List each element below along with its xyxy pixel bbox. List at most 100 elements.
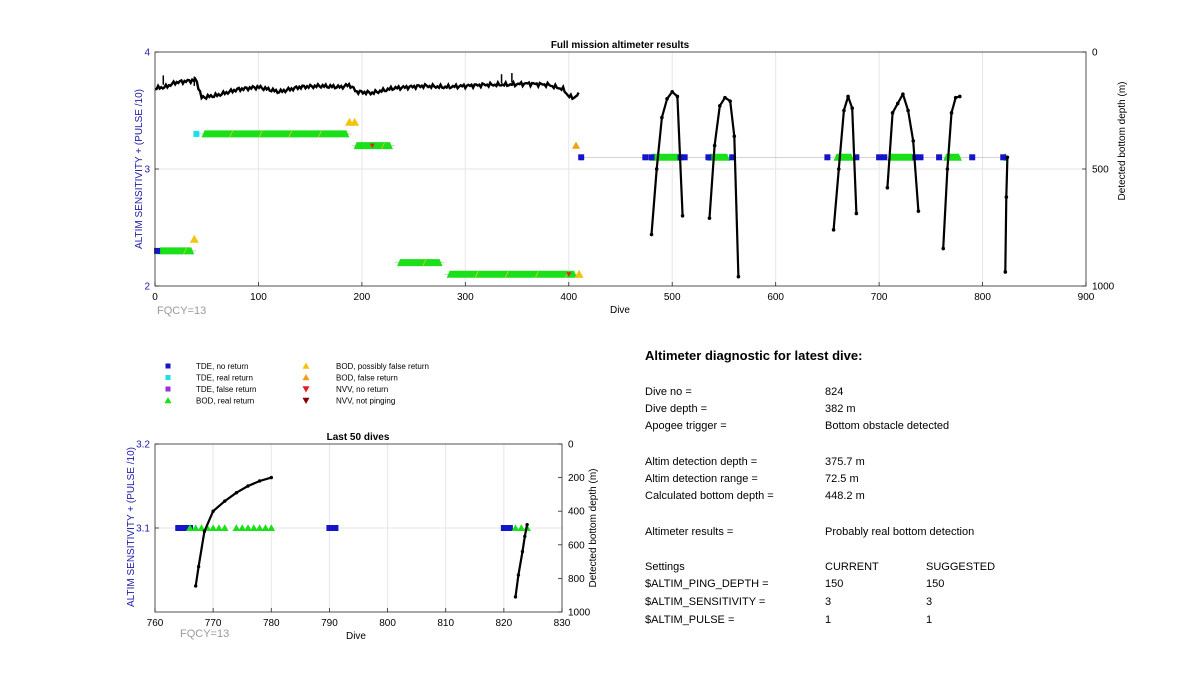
tde-no-return-marker xyxy=(729,154,736,161)
bottom-y-tick-label: 3.1 xyxy=(136,524,150,535)
bottom-x-tick-label: 770 xyxy=(205,618,222,629)
bottom-depth-point xyxy=(211,509,215,513)
legend-marker-square xyxy=(165,375,171,380)
legend-marker-triangle-up xyxy=(302,362,310,369)
bottom-depth-arc xyxy=(832,95,858,230)
bod-real-return-span xyxy=(201,130,350,138)
legend-label: TDE, real return xyxy=(196,374,253,383)
dive-depth-label: Dive depth = xyxy=(645,403,707,415)
bottom-depth-point xyxy=(516,573,521,577)
bottom-x-tick-label: 760 xyxy=(147,618,164,629)
bottom-depth-point xyxy=(680,214,685,218)
bottom-depth-point xyxy=(723,95,727,100)
altim-detection-range-value: 72.5 m xyxy=(825,473,859,485)
bottom-depth-point xyxy=(895,101,900,106)
altim-detection-range-label: Altim detection range = xyxy=(645,473,758,485)
bottom-y2-tick-label: 200 xyxy=(568,473,585,484)
bottom-depth-point xyxy=(846,94,850,99)
legend-item: BOD, possibly false return xyxy=(302,362,429,371)
top-y-tick-label: 4 xyxy=(144,48,150,59)
legend-item: NVV, not pinging xyxy=(302,397,395,406)
bottom-x-tick-label: 810 xyxy=(437,618,454,629)
bottom-depth-point xyxy=(836,167,841,171)
tde-real-return-marker xyxy=(193,130,200,137)
tde-no-return-marker xyxy=(1000,154,1007,161)
bottom-ticks: 760 770 780 790 800 810 820 830 3.1 3.2 0 200 400 600… xyxy=(136,440,591,630)
dive-no-label: Dive no = xyxy=(645,386,692,398)
legend-label: BOD, false return xyxy=(336,374,398,383)
top-y-axis-label: ALTIM SENSITIVITY + (PULSE /10) xyxy=(134,89,145,249)
bottom-depth-point xyxy=(525,522,529,527)
bod-real-return-marker xyxy=(267,524,276,532)
top-ticks: 0 100 200 300 400 500 600 700 800 900 2 3 4 0 500 1000 xyxy=(144,48,1114,304)
top-y-tick-label: 3 xyxy=(144,165,150,176)
bottom-depth-point xyxy=(728,99,732,103)
altimeter-results-label: Altimeter results = xyxy=(645,526,733,538)
tde-no-return-marker xyxy=(705,154,712,161)
bottom-depth-point xyxy=(660,115,664,120)
tde-no-return-marker xyxy=(332,525,339,531)
bod-real-return-marker xyxy=(209,524,217,532)
tde-no-return-marker xyxy=(936,154,943,161)
top-y2-tick-label: 0 xyxy=(1092,48,1098,59)
bod-strip-hatch xyxy=(288,130,293,138)
legend-marker-triangle-up xyxy=(302,374,310,381)
bottom-depth-point xyxy=(736,274,741,279)
bottom-y2-tick-label: 400 xyxy=(568,507,585,518)
legend-label: NVV, not pinging xyxy=(336,397,395,406)
legend-item: TDE, false return xyxy=(165,385,256,394)
bod-strip-hatch xyxy=(258,130,263,138)
nvv-no-return-marker xyxy=(369,143,375,149)
top-y2-axis-label: Detected bottom depth (m) xyxy=(1117,82,1128,201)
bod-possibly-false-marker xyxy=(574,269,584,278)
legend-label: NVV, no return xyxy=(336,385,388,394)
bod-real-return-marker xyxy=(232,524,241,532)
tde-no-return-marker xyxy=(969,154,976,161)
bottom-data xyxy=(175,475,531,599)
bod-real-return-strip xyxy=(157,247,195,255)
bottom-depth-point xyxy=(831,228,836,232)
bottom-depth-point xyxy=(665,97,669,101)
bottom-depth-point xyxy=(732,134,737,139)
altim-detection-depth-value: 375.7 m xyxy=(825,456,865,468)
diagnostic-panel: Altimeter diagnostic for latest dive: Di… xyxy=(645,348,995,626)
altim-detection-depth-label: Altim detection depth = xyxy=(645,456,757,468)
bottom-depth-point xyxy=(712,143,717,148)
bottom-depth-point xyxy=(885,185,890,190)
tde-no-return-marker xyxy=(917,154,924,161)
tde-no-return-marker xyxy=(642,154,649,161)
bottom-depth-point xyxy=(901,92,905,96)
bottom-chart-title: Last 50 dives xyxy=(327,432,390,443)
legend: TDE, no return TDE, real return TDE, false… xyxy=(164,362,429,406)
legend-label: TDE, false return xyxy=(196,385,256,394)
top-data xyxy=(154,73,1010,279)
tde-no-return-marker xyxy=(506,525,513,531)
apogee-trigger-label: Apogee trigger = xyxy=(645,420,727,432)
tde-no-return-marker xyxy=(500,525,508,531)
top-y2-tick-label: 1000 xyxy=(1092,282,1115,293)
bod-strip-hatch xyxy=(229,130,233,138)
pulse-label: $ALTIM_PULSE = xyxy=(645,614,734,626)
top-x-tick-label: 400 xyxy=(560,292,577,303)
bottom-depth-point xyxy=(890,111,895,115)
bod-real-return-strip xyxy=(887,153,916,161)
legend-label: BOD, real return xyxy=(196,397,254,406)
bottom-depth-point xyxy=(916,209,921,213)
top-x-tick-label: 300 xyxy=(457,292,474,303)
bottom-y2-tick-label: 0 xyxy=(568,440,574,451)
bod-real-return-span xyxy=(833,153,855,161)
bottom-depth-point xyxy=(257,479,262,483)
tde-no-return-marker xyxy=(648,154,655,161)
bod-real-return-marker xyxy=(238,524,247,532)
bod-real-return-span xyxy=(397,259,443,267)
sensitivity-suggested: 3 xyxy=(926,596,932,608)
tde-no-return-marker xyxy=(181,525,188,531)
bottom-depth-point xyxy=(1005,155,1010,160)
bottom-depth-point xyxy=(949,111,954,115)
bottom-depth-point xyxy=(196,564,201,569)
bottom-y-tick-label: 3.2 xyxy=(136,440,150,451)
bottom-depth-point xyxy=(906,108,910,113)
bottom-depth-point xyxy=(675,94,680,99)
bottom-x-tick-label: 800 xyxy=(379,618,396,629)
